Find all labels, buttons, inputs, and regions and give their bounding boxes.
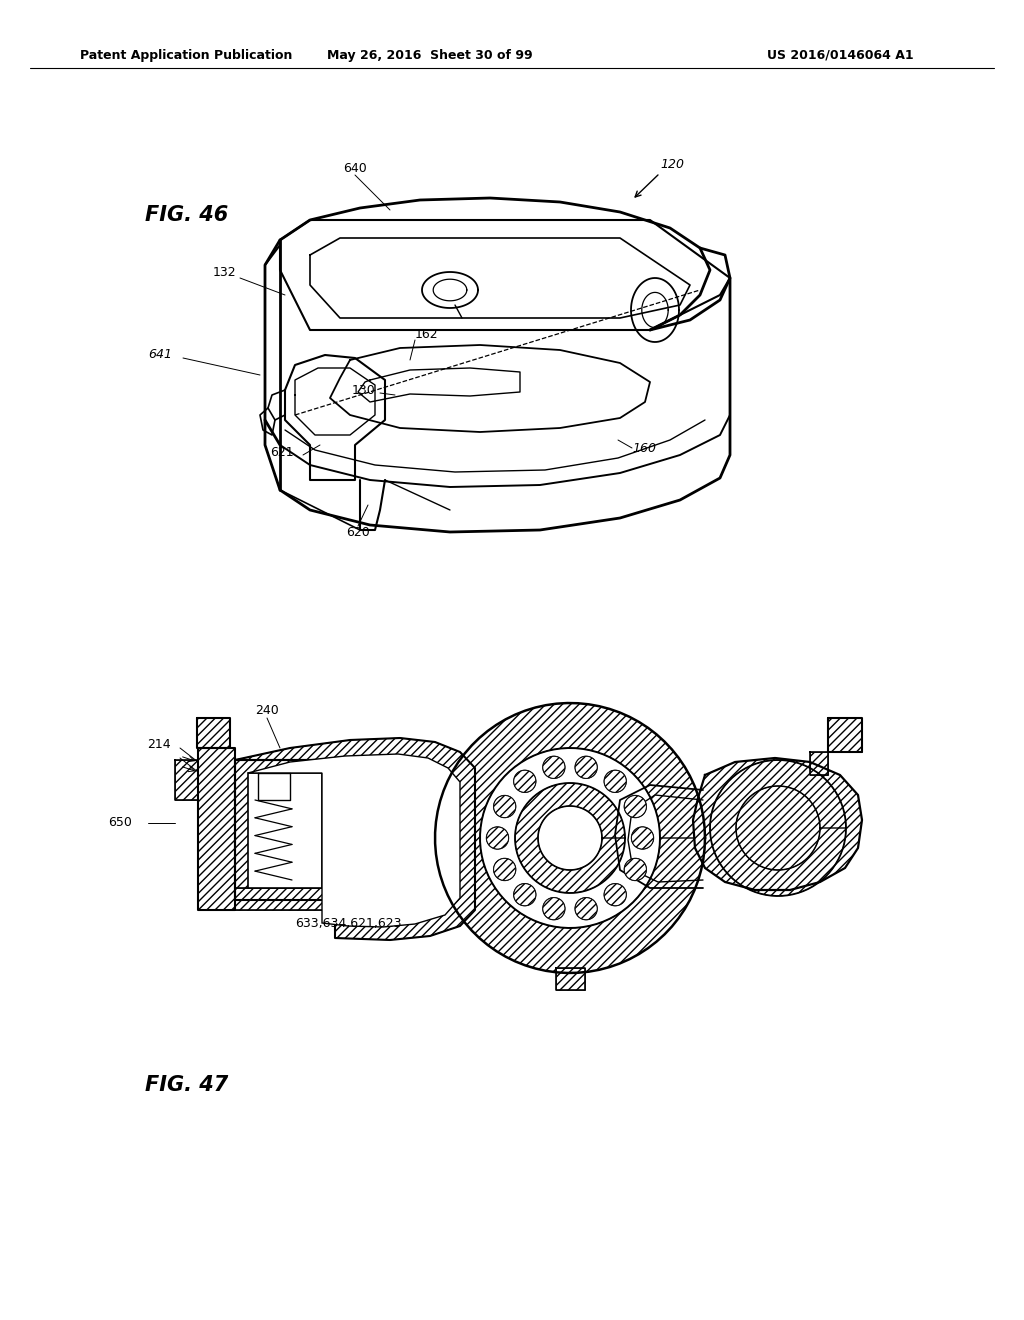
Ellipse shape <box>625 858 646 880</box>
Text: 641: 641 <box>148 348 172 362</box>
Ellipse shape <box>632 828 653 849</box>
Ellipse shape <box>575 898 597 920</box>
Text: 633,634,621,623: 633,634,621,623 <box>295 916 401 929</box>
Ellipse shape <box>625 796 646 817</box>
Ellipse shape <box>494 858 516 880</box>
Polygon shape <box>556 968 585 990</box>
Ellipse shape <box>514 771 536 792</box>
Ellipse shape <box>625 796 646 817</box>
Polygon shape <box>435 704 705 973</box>
Polygon shape <box>248 754 460 927</box>
Polygon shape <box>258 774 290 800</box>
Text: 132: 132 <box>213 265 237 279</box>
Text: 621: 621 <box>270 446 294 458</box>
Ellipse shape <box>543 756 565 779</box>
Text: 650: 650 <box>108 817 132 829</box>
Ellipse shape <box>604 771 627 792</box>
Text: 160: 160 <box>632 441 656 454</box>
Text: 640: 640 <box>343 161 367 174</box>
Ellipse shape <box>543 898 565 920</box>
Ellipse shape <box>604 771 627 792</box>
Text: 620: 620 <box>346 527 370 540</box>
Ellipse shape <box>514 883 536 906</box>
Ellipse shape <box>575 898 597 920</box>
Polygon shape <box>234 888 335 909</box>
Polygon shape <box>810 752 828 775</box>
Polygon shape <box>248 774 322 888</box>
Ellipse shape <box>575 756 597 779</box>
Text: 214: 214 <box>147 738 171 751</box>
Ellipse shape <box>514 883 536 906</box>
Ellipse shape <box>494 796 516 817</box>
Polygon shape <box>710 760 846 896</box>
Ellipse shape <box>604 883 627 906</box>
Ellipse shape <box>575 756 597 779</box>
Text: 162: 162 <box>415 329 438 342</box>
Polygon shape <box>198 748 234 909</box>
Polygon shape <box>693 758 862 890</box>
Ellipse shape <box>543 898 565 920</box>
Ellipse shape <box>514 771 536 792</box>
Text: 120: 120 <box>660 158 684 172</box>
Ellipse shape <box>486 828 509 849</box>
Text: Patent Application Publication: Patent Application Publication <box>80 49 293 62</box>
Text: 130: 130 <box>352 384 376 396</box>
Polygon shape <box>234 738 475 940</box>
Polygon shape <box>197 718 230 748</box>
Polygon shape <box>234 760 335 900</box>
Polygon shape <box>828 718 862 752</box>
Ellipse shape <box>494 796 516 817</box>
Text: 240: 240 <box>255 704 279 717</box>
Polygon shape <box>175 760 198 800</box>
Text: May 26, 2016  Sheet 30 of 99: May 26, 2016 Sheet 30 of 99 <box>328 49 532 62</box>
Text: FIG. 47: FIG. 47 <box>145 1074 228 1096</box>
Text: FIG. 46: FIG. 46 <box>145 205 228 224</box>
Ellipse shape <box>604 883 627 906</box>
Ellipse shape <box>632 828 653 849</box>
Ellipse shape <box>494 858 516 880</box>
Text: US 2016/0146064 A1: US 2016/0146064 A1 <box>767 49 913 62</box>
Ellipse shape <box>486 828 509 849</box>
Ellipse shape <box>543 756 565 779</box>
Ellipse shape <box>625 858 646 880</box>
Polygon shape <box>515 783 625 894</box>
